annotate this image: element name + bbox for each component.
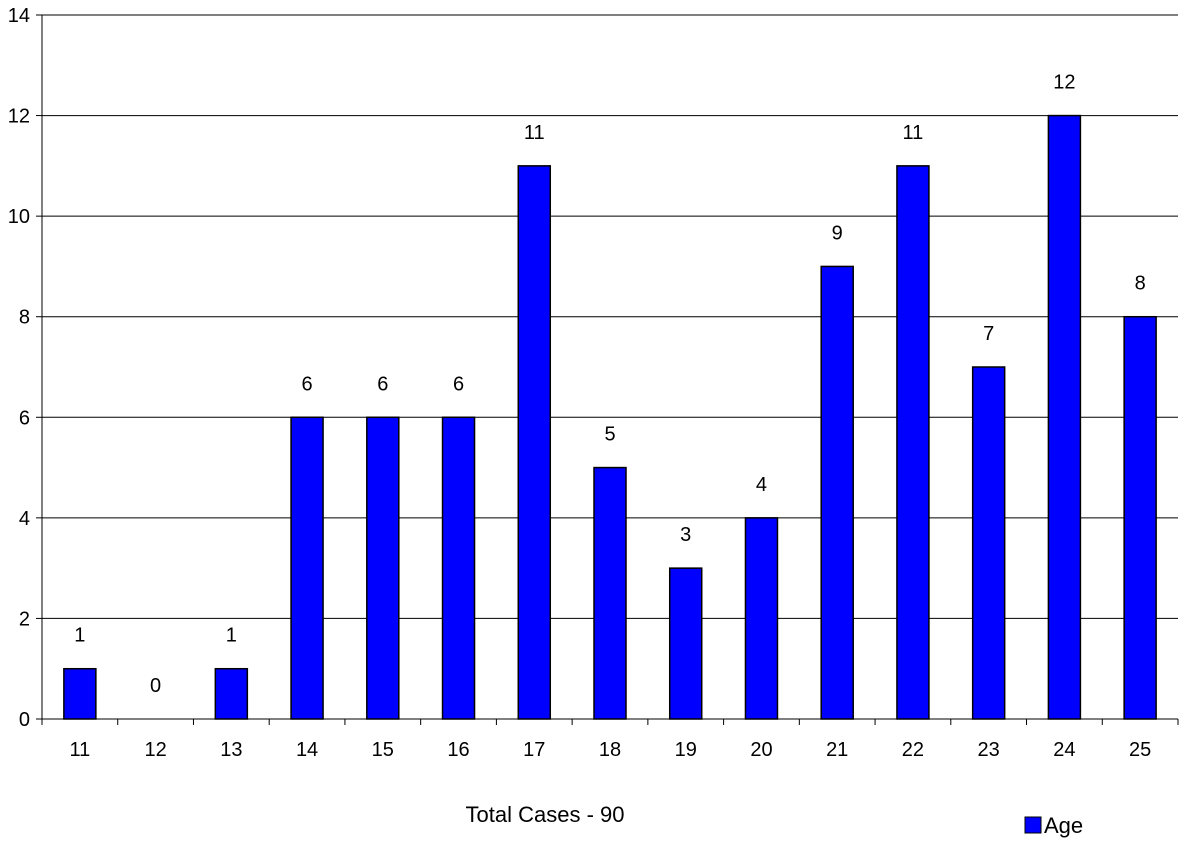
x-tick-label: 14 <box>296 739 318 761</box>
y-tick-label: 14 <box>8 5 30 27</box>
x-tick-label: 16 <box>447 739 469 761</box>
data-label-20: 4 <box>756 474 767 496</box>
x-tick-label: 19 <box>675 739 697 761</box>
x-tick-label: 21 <box>826 739 848 761</box>
x-tick-label: 20 <box>750 739 772 761</box>
legend: Age <box>1024 813 1083 838</box>
data-label-14: 6 <box>302 373 313 395</box>
bar-21 <box>820 265 854 720</box>
bars <box>63 114 1157 720</box>
y-tick-label: 2 <box>19 608 30 630</box>
bar-24 <box>1047 114 1082 720</box>
data-label-13: 1 <box>226 625 237 647</box>
x-tick-label: 13 <box>220 739 242 761</box>
x-tick-label: 15 <box>372 739 394 761</box>
data-label-19: 3 <box>680 524 691 546</box>
data-label-25: 8 <box>1135 273 1146 295</box>
y-tick-label: 10 <box>8 206 30 228</box>
y-tick-label: 8 <box>19 307 30 329</box>
bar-14 <box>290 416 324 720</box>
bar-17 <box>517 165 552 720</box>
data-label-12: 0 <box>150 675 161 697</box>
bar-22 <box>896 165 930 720</box>
x-tick-label: 24 <box>1053 739 1075 761</box>
bar-11 <box>63 667 97 720</box>
bar-19 <box>668 567 703 720</box>
data-labels: 1 0 1 6 6 6 11 5 3 4 9 11 7 12 8 <box>74 72 1145 697</box>
x-tick-label: 23 <box>978 739 1000 761</box>
x-tick-label: 12 <box>144 739 166 761</box>
data-label-11: 1 <box>74 625 85 647</box>
bar-15 <box>366 416 400 720</box>
y-tick-label: 0 <box>19 709 30 731</box>
data-label-15: 6 <box>377 373 388 395</box>
y-tick-label: 4 <box>19 508 30 530</box>
x-tick-label: 18 <box>599 739 621 761</box>
x-tick-label: 11 <box>69 739 90 761</box>
x-tick-label: 17 <box>523 739 545 761</box>
data-label-23: 7 <box>983 323 994 345</box>
y-tick-label: 12 <box>8 106 30 128</box>
bar-23 <box>971 366 1006 720</box>
data-label-16: 6 <box>453 373 464 395</box>
data-label-24: 12 <box>1053 72 1075 94</box>
bar-16 <box>441 416 476 720</box>
x-tick-label: 22 <box>902 739 924 761</box>
bar-20 <box>744 517 779 720</box>
data-label-17: 11 <box>524 122 545 144</box>
bar-13 <box>214 667 249 720</box>
x-tick-label: 25 <box>1129 739 1151 761</box>
x-axis-title: Total Cases - 90 <box>466 802 625 827</box>
bar-25 <box>1123 315 1157 720</box>
data-label-21: 9 <box>832 222 843 244</box>
y-tick-label: 6 <box>19 407 30 429</box>
gridlines <box>42 14 1178 619</box>
data-label-22: 11 <box>903 122 924 144</box>
legend-swatch-age <box>1024 816 1042 834</box>
legend-label-age: Age <box>1044 813 1083 838</box>
data-label-18: 5 <box>604 424 615 446</box>
bar-18 <box>593 466 627 720</box>
